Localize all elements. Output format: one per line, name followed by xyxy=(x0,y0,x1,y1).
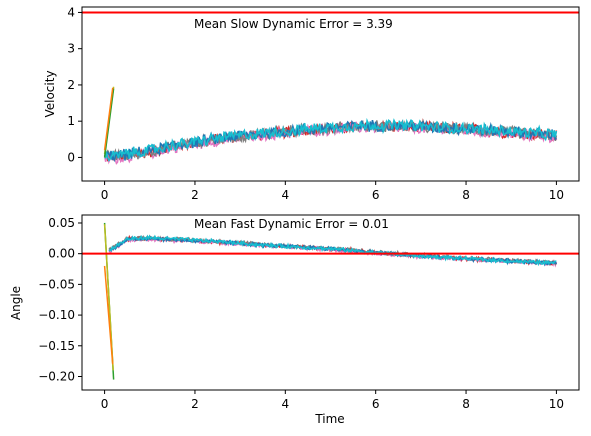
velocity-divergent-trace-3 xyxy=(103,87,114,151)
angle-subplot: 0 2 4 6 8 10 0.05 0.00 −0.05 −0.10 −0.15 −0.20 Ang… xyxy=(9,214,580,426)
angle-y-tick-label: −0.10 xyxy=(38,308,75,322)
velocity-x-tick-label: 4 xyxy=(281,188,289,202)
angle-x-axis-label: Time xyxy=(314,412,344,426)
velocity-divergent-trace-2 xyxy=(103,88,115,158)
angle-y-tick-label: 0.00 xyxy=(48,247,75,261)
velocity-x-ticks: 0 2 4 6 8 10 xyxy=(101,181,564,202)
velocity-axes-frame xyxy=(81,6,580,182)
angle-series-5-line xyxy=(108,234,557,267)
velocity-x-tick-label: 2 xyxy=(191,188,199,202)
angle-x-tick-label: 8 xyxy=(462,397,470,411)
angle-series-layer xyxy=(108,234,558,268)
velocity-x-tick-label: 0 xyxy=(101,188,109,202)
velocity-plot-area xyxy=(82,11,579,165)
angle-y-tick-label: −0.05 xyxy=(38,277,75,291)
angle-y-ticks: 0.05 0.00 −0.05 −0.10 −0.15 −0.20 xyxy=(38,216,82,383)
velocity-y-ticks: 0 1 2 3 4 xyxy=(67,5,82,164)
angle-y-axis-label: Angle xyxy=(9,286,23,320)
angle-y-tick-label: 0.05 xyxy=(48,216,75,230)
angle-plot-area xyxy=(82,222,579,380)
angle-y-tick-label: −0.20 xyxy=(38,369,75,383)
velocity-series-layer xyxy=(103,117,558,165)
angle-x-tick-label: 6 xyxy=(372,397,380,411)
angle-x-tick-label: 10 xyxy=(549,397,564,411)
velocity-x-tick-label: 8 xyxy=(462,188,470,202)
angle-x-tick-label: 0 xyxy=(101,397,109,411)
angle-axes-frame xyxy=(81,214,580,391)
velocity-y-tick-label: 0 xyxy=(67,150,75,164)
velocity-x-tick-label: 10 xyxy=(549,188,564,202)
angle-x-ticks: 0 2 4 6 8 10 xyxy=(101,390,564,411)
velocity-y-tick-label: 3 xyxy=(67,42,75,56)
velocity-y-axis-label: Velocity xyxy=(43,70,57,117)
velocity-y-tick-label: 4 xyxy=(67,5,75,19)
angle-x-tick-label: 2 xyxy=(191,397,199,411)
velocity-subplot: 0 2 4 6 8 10 0 1 2 3 4 Velocity Mean Slow Dynamic… xyxy=(43,5,580,202)
angle-annotation: Mean Fast Dynamic Error = 0.01 xyxy=(194,217,389,231)
angle-divergent-layer xyxy=(103,222,115,380)
angle-x-tick-label: 4 xyxy=(281,397,289,411)
velocity-divergent-layer xyxy=(103,86,115,158)
velocity-annotation: Mean Slow Dynamic Error = 3.39 xyxy=(194,17,393,31)
velocity-y-tick-label: 1 xyxy=(67,114,75,128)
angle-divergent-trace-3 xyxy=(103,265,114,365)
velocity-series-5-line xyxy=(104,117,558,162)
velocity-x-tick-label: 6 xyxy=(372,188,380,202)
angle-y-tick-label: −0.15 xyxy=(38,339,75,353)
velocity-y-tick-label: 2 xyxy=(67,78,75,92)
